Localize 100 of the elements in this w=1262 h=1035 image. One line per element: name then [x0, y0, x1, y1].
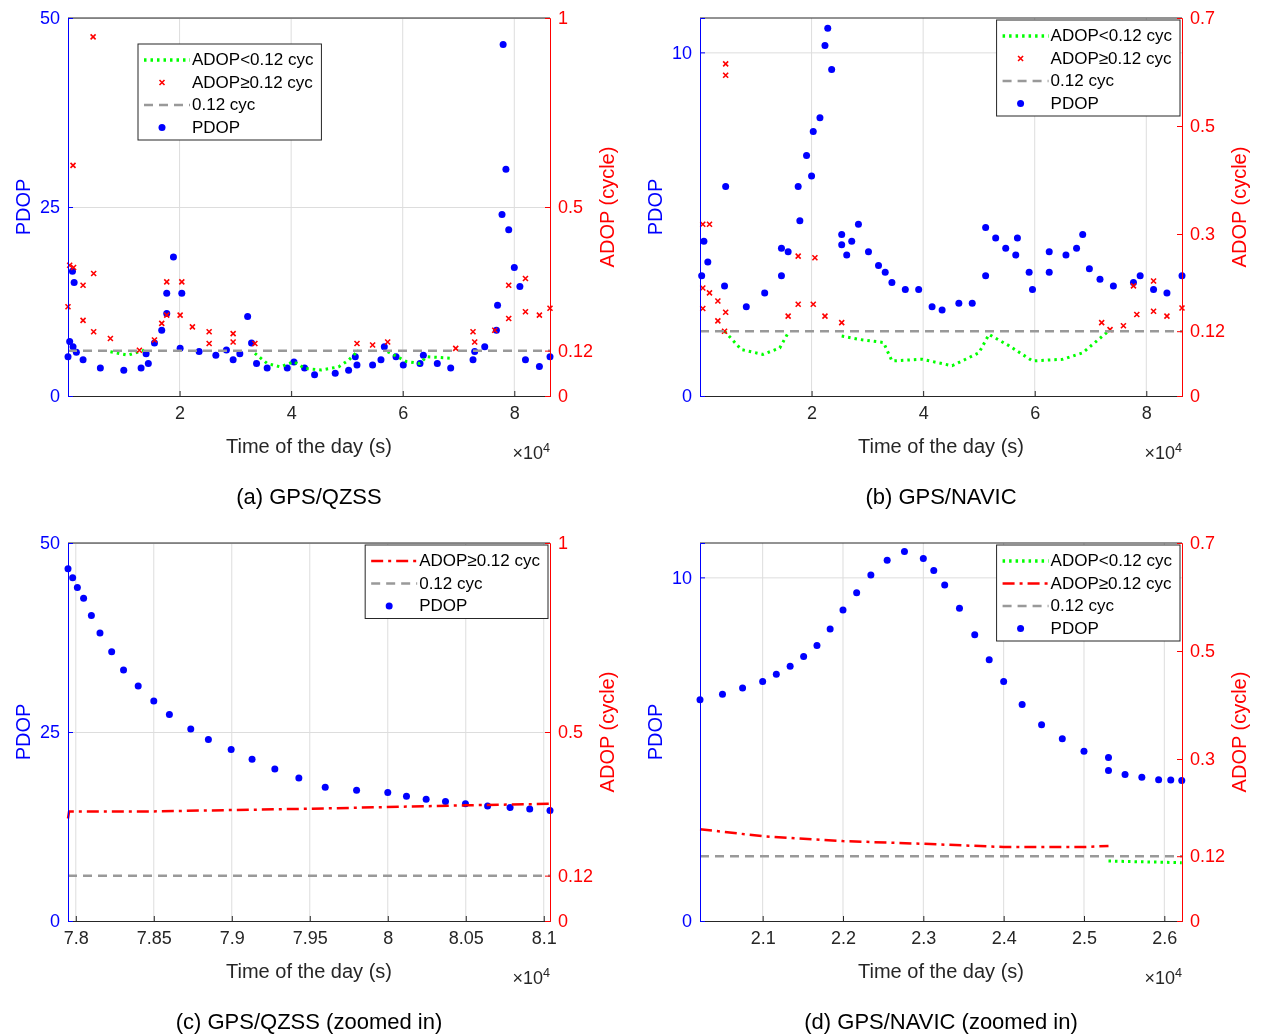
- y2-tick-label: 0.12: [558, 865, 594, 886]
- point: [212, 351, 220, 359]
- text: (a) GPS/QZSS: [236, 484, 382, 509]
- point: [955, 299, 963, 307]
- x-tick-label: 8: [1141, 402, 1152, 423]
- point: [722, 182, 730, 190]
- y2-tick-label: 0.12: [558, 340, 594, 361]
- point: [481, 343, 489, 351]
- point: [80, 594, 88, 602]
- point: [704, 258, 712, 266]
- point: [331, 369, 339, 377]
- y2-tick-label: 0.7: [1190, 533, 1216, 554]
- point: [419, 351, 427, 359]
- text: ×10$^{4}$: [1144, 966, 1182, 988]
- point: [399, 361, 407, 369]
- point: [187, 725, 195, 733]
- point: [384, 788, 392, 796]
- point: [144, 359, 152, 367]
- point: [1025, 268, 1033, 276]
- x-tick-label: 2: [175, 402, 186, 423]
- point: [526, 805, 534, 813]
- x-tick-label: 8: [383, 927, 394, 948]
- x-tick-label: 6: [398, 402, 409, 423]
- point: [930, 566, 938, 574]
- x-tick-label: 8: [509, 402, 520, 423]
- point: [522, 275, 529, 282]
- point: [1012, 251, 1020, 259]
- point: [311, 371, 319, 379]
- point: [722, 71, 729, 79]
- y2-tick-label: 0.12: [1190, 846, 1226, 867]
- line-series: [698, 827, 1110, 849]
- point: [1163, 312, 1171, 320]
- point: [369, 361, 377, 369]
- point: [73, 584, 81, 592]
- legend-label: ADOP<0.12 cyc: [1050, 26, 1173, 45]
- point: [69, 574, 77, 582]
- point: [452, 345, 460, 352]
- point: [229, 356, 237, 364]
- point: [888, 279, 896, 287]
- x-axis-title: Time of the day (s): [226, 960, 392, 982]
- point: [353, 786, 361, 794]
- text: (c) GPS/QZSS (zoomed in): [175, 1009, 443, 1034]
- legend-label: 0.12 cyc: [192, 95, 256, 114]
- x-tick-label: 7.95: [292, 927, 328, 948]
- x-axis-title: Time of the day (s): [858, 960, 1024, 982]
- text: ×10$^{4}$: [512, 441, 550, 463]
- point: [761, 289, 769, 297]
- point: [919, 554, 927, 562]
- y-tick-label: 0: [49, 386, 60, 407]
- x-tick-label: 7.8: [63, 927, 89, 948]
- point: [1121, 771, 1129, 779]
- point: [499, 40, 507, 48]
- y2-tick-label: 0.5: [558, 197, 584, 218]
- point: [510, 263, 518, 271]
- point: [794, 182, 802, 190]
- point: [176, 311, 184, 319]
- point: [941, 581, 949, 589]
- point: [295, 774, 303, 782]
- point: [1098, 319, 1105, 326]
- x-tick-label: 2.5: [1071, 927, 1098, 948]
- point: [469, 356, 477, 364]
- y2-tick-label: 0.3: [1190, 749, 1216, 770]
- point: [777, 244, 785, 252]
- point: [742, 303, 750, 311]
- point: [900, 548, 908, 556]
- y2-tick-label: 0: [1190, 386, 1201, 407]
- point: [796, 217, 804, 225]
- legend-label: ADOP≥0.12 cyc: [1050, 48, 1172, 68]
- point: [826, 625, 834, 633]
- point: [494, 301, 502, 309]
- point: [714, 317, 722, 325]
- point: [150, 697, 158, 705]
- point: [505, 226, 513, 234]
- point: [321, 783, 329, 791]
- point: [422, 795, 430, 803]
- point: [1073, 244, 1081, 252]
- point: [1079, 230, 1087, 238]
- y-axis-title: PDOP: [644, 178, 666, 236]
- y2-tick-label: 0.3: [1190, 224, 1216, 245]
- point: [772, 670, 780, 678]
- y2-axis-title: ADOP (cycle): [596, 671, 618, 793]
- point: [205, 328, 213, 336]
- point: [248, 755, 256, 763]
- y2-axis-title: ADOP (cycle): [1228, 671, 1250, 793]
- point: [813, 641, 821, 649]
- point: [1062, 251, 1070, 259]
- point: [134, 682, 142, 690]
- point: [722, 309, 729, 316]
- point: [253, 359, 261, 367]
- point: [821, 312, 829, 320]
- point: [163, 278, 171, 286]
- point: [808, 172, 816, 180]
- point: [178, 289, 186, 297]
- text: (b) GPS/NAVIC: [865, 484, 1017, 509]
- point: [195, 347, 203, 355]
- point: [955, 604, 963, 612]
- legend-label: ADOP≥0.12 cyc: [192, 72, 314, 92]
- point: [794, 252, 802, 260]
- point: [79, 356, 87, 364]
- y2-tick-label: 0: [1190, 911, 1201, 932]
